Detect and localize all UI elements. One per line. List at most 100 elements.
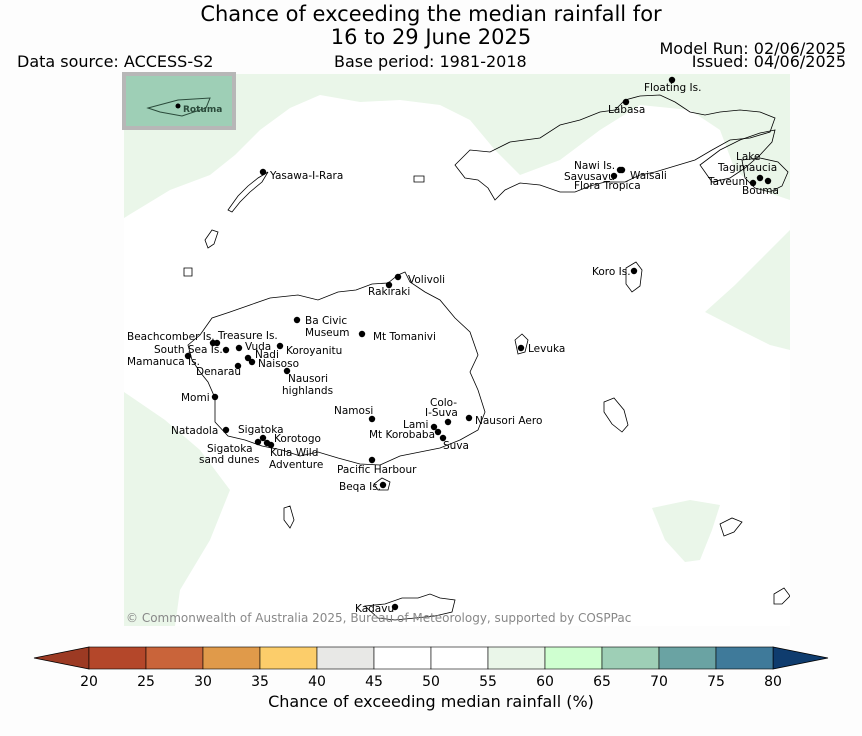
colorbar-tick-label: 30 [194, 674, 212, 690]
place-marker [439, 434, 447, 442]
data-source: Data source: ACCESS-S2 [17, 52, 214, 71]
shading-north [124, 74, 790, 218]
place-label: Mt Tomanivi [373, 331, 436, 343]
colorbar-segment [373, 646, 432, 670]
koro-coast [625, 261, 643, 293]
place-label: Treasure Is. [217, 330, 278, 342]
place-marker [379, 481, 387, 489]
place-label: Koroyanitu [286, 345, 342, 357]
colorbar-tick-label: 25 [137, 674, 155, 690]
place-marker [254, 438, 262, 446]
place-label: Museum [305, 327, 350, 339]
colorbar-extend-high [772, 646, 829, 670]
place-label: Naisoso [258, 358, 299, 370]
place-label: Korotogo [274, 433, 321, 445]
lau-islet-2 [773, 587, 790, 605]
place-marker [749, 179, 757, 187]
place-label: Suva [443, 440, 469, 452]
place-label: Pacific Harbour [337, 464, 417, 476]
place-marker [465, 414, 473, 422]
map-area [124, 74, 790, 626]
colorbar-extend-low [33, 646, 90, 670]
place-marker [248, 358, 256, 366]
place-marker [222, 426, 230, 434]
place-label: Yasawa-I-Rara [269, 170, 343, 182]
place-marker [618, 166, 626, 174]
model-run: Model Run: 02/06/2025 [659, 39, 847, 58]
place-label: Ba Civic [305, 315, 347, 327]
place-marker [517, 344, 525, 352]
place-marker [434, 428, 442, 436]
colorbar-tick-label: 50 [422, 674, 440, 690]
colorbar-tick-label: 45 [365, 674, 383, 690]
place-label: Denarau [196, 366, 241, 378]
place-marker [668, 76, 676, 84]
eastern-islands-coast [741, 157, 789, 193]
place-marker [283, 367, 291, 375]
colorbar-segment [316, 646, 375, 670]
place-label: Beqa Is. [339, 481, 381, 493]
place-marker [358, 330, 366, 338]
place-label: Colo- [430, 397, 457, 409]
colorbar-title: Chance of exceeding median rainfall (%) [268, 692, 594, 711]
northern-islet [413, 175, 425, 183]
colorbar-tick-label: 75 [707, 674, 725, 690]
colorbar-segment [544, 646, 603, 670]
taveuni-coast [699, 129, 776, 183]
place-marker [293, 316, 301, 324]
place-marker [756, 174, 764, 182]
place-label: Bouma [742, 185, 779, 197]
map-title-line2: 16 to 29 June 2025 [330, 25, 532, 49]
rotuma-label: Rotuma [183, 105, 222, 115]
place-label: Kula Wild [270, 447, 318, 459]
place-label: Koro Is. [592, 266, 631, 278]
colorbar-segment [658, 646, 717, 670]
place-label: Mt Korobaba [369, 429, 435, 441]
place-label: Adventure [269, 459, 323, 471]
place-marker [211, 393, 219, 401]
place-marker [368, 456, 376, 464]
copyright-text: © Commonwealth of Australia 2025, Bureau… [126, 611, 631, 625]
place-marker [222, 346, 230, 354]
colorbar-segment [715, 646, 774, 670]
place-label: Labasa [608, 104, 645, 116]
place-marker [244, 354, 252, 362]
colorbar-segment [487, 646, 546, 670]
place-label: Floating Is. [644, 82, 701, 94]
place-marker [430, 423, 438, 431]
place-label: highlands [282, 385, 333, 397]
colorbar-tick-label: 70 [650, 674, 668, 690]
shading-southeast [652, 500, 720, 562]
place-marker [444, 418, 452, 426]
colorbar-tick-label: 80 [764, 674, 782, 690]
kadavu-coast [364, 593, 456, 621]
place-label: Nadi [255, 349, 279, 361]
colorbar-segment [601, 646, 660, 670]
place-label: Savusavu [564, 171, 615, 183]
shading-east [705, 230, 790, 350]
place-marker [622, 98, 630, 106]
place-label: Beachcomber Is. [127, 331, 215, 343]
place-marker [267, 441, 275, 449]
place-marker [368, 415, 376, 423]
beqa-coast [373, 477, 391, 491]
colorbar-tick-label: 35 [251, 674, 269, 690]
place-marker [394, 273, 402, 281]
place-marker [234, 362, 242, 370]
place-label: South Sea Is. [154, 344, 223, 356]
place-marker [259, 168, 267, 176]
place-marker [385, 281, 393, 289]
place-marker [184, 352, 192, 360]
rotuma-inset: Rotuma [122, 72, 236, 130]
colorbar-tick-label: 65 [593, 674, 611, 690]
place-label: Nausori Aero [475, 415, 542, 427]
place-label: Vuda [245, 341, 271, 353]
place-marker [276, 342, 284, 350]
colorbar-segment [430, 646, 489, 670]
yasawa-coast [204, 171, 269, 249]
place-marker [235, 344, 243, 352]
place-label: Mamanuca Is. [127, 356, 200, 368]
colorbar-tick-label: 40 [308, 674, 326, 690]
place-label: Taveuni [707, 176, 748, 188]
colorbar: 20 25 30 35 40 45 50 55 60 65 70 75 80 [33, 646, 829, 690]
